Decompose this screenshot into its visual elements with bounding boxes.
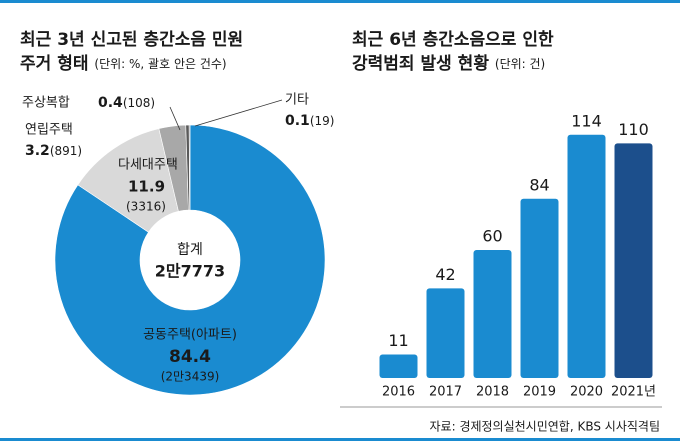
chart-title: 강력범죄 발생 현황 (단위: 건)	[352, 54, 545, 74]
source: 자료: 경제정의실천시민연합, KBS 시사직격팀	[430, 419, 661, 434]
slice-count: (891)	[50, 144, 82, 158]
slice-name: 연립주택	[25, 123, 73, 138]
bar	[614, 143, 653, 378]
slice-value: 3.2	[25, 143, 50, 159]
unit: (단위: %, 괄호 안은 건수)	[94, 57, 226, 71]
slice-count: (3316)	[126, 200, 166, 214]
unit: (단위: 건)	[495, 57, 545, 71]
x-tick-label: 2020	[570, 385, 603, 400]
slice-count: (19)	[310, 114, 335, 128]
bar	[379, 354, 418, 378]
x-tick-label: 2021년	[611, 385, 656, 400]
value-label: 11	[388, 331, 408, 350]
chart-title: 강력범죄 발생 현황	[352, 54, 489, 74]
donut-slice	[54, 124, 326, 396]
donut-slice	[188, 124, 191, 211]
slice-label: 3.2(891)	[25, 143, 82, 159]
slice-label: 0.1(19)	[285, 113, 334, 129]
slice-value: 84.4	[169, 347, 211, 367]
x-tick-label: 2018	[476, 385, 509, 400]
slice-name: 주상복합	[22, 96, 70, 111]
bar	[520, 198, 559, 378]
slice-value: 0.1	[285, 113, 310, 129]
chart-title: 최근 3년 신고된 층간소음 민원	[20, 30, 243, 50]
chart-title: 최근 6년 층간소음으로 인한	[352, 30, 554, 50]
slice-label: 0.4(108)	[98, 95, 155, 111]
x-tick-label: 2016	[382, 385, 415, 400]
total-value: 2만7773	[155, 262, 225, 281]
chart-title: 주거 형태 (단위: %, 괄호 안은 건수)	[20, 53, 227, 74]
value-label: 110	[618, 120, 649, 139]
value-label: 42	[435, 265, 455, 284]
slice-value: 11.9	[128, 178, 165, 196]
slice-count: (108)	[123, 96, 155, 110]
value-label: 114	[571, 111, 602, 130]
leader-line	[194, 99, 283, 127]
x-tick-label: 2017	[429, 385, 462, 400]
bar	[426, 288, 465, 378]
top-rule	[0, 0, 680, 3]
bar	[567, 134, 606, 378]
bottom-rule	[0, 438, 680, 441]
slice-name: 다세대주택	[118, 158, 178, 173]
slice-name: 공동주택(아파트)	[143, 328, 237, 343]
chart-title: 주거 형태	[20, 53, 88, 74]
bar	[473, 250, 512, 378]
value-label: 84	[529, 175, 549, 194]
slice-value: 0.4	[98, 95, 123, 111]
leader-line	[169, 106, 181, 131]
total-label: 합계	[177, 242, 203, 258]
x-tick-label: 2019	[523, 385, 556, 400]
value-label: 60	[482, 227, 502, 246]
slice-name: 기타	[285, 93, 309, 108]
slice-count: (2만3439)	[161, 370, 220, 384]
